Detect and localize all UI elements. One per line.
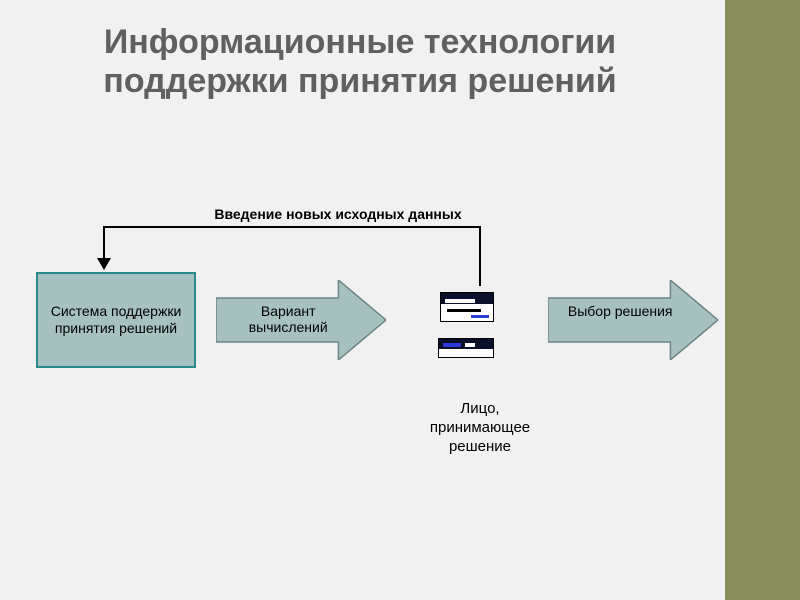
mini-stripe-1c [471, 315, 489, 318]
feedback-line-top [103, 226, 481, 228]
feedback-label: Введение новых исходных данных [188, 206, 488, 222]
mini-stripe-2a [443, 343, 461, 347]
mini-stripe-1b [447, 309, 481, 312]
mini-titlebar-1 [441, 293, 493, 304]
sidebar-accent [725, 0, 800, 600]
feedback-arrowhead [97, 258, 111, 270]
mini-titlebar-2 [439, 339, 493, 349]
slide-title: Информационные технологии поддержки прин… [0, 23, 720, 101]
feedback-line-left [103, 226, 105, 262]
arrow-choice [548, 280, 718, 360]
system-box: Система поддержки принятия решений [36, 272, 196, 368]
person-caption: Лицо, принимающее решение [410, 400, 550, 456]
mini-window-2 [438, 338, 494, 358]
feedback-line-right [479, 226, 481, 286]
mini-stripe-1a [445, 299, 475, 303]
mini-window-1 [440, 292, 494, 322]
mini-stripe-2b [465, 343, 475, 347]
system-box-text: Система поддержки принятия решений [38, 303, 194, 338]
arrow-variant [216, 280, 386, 360]
